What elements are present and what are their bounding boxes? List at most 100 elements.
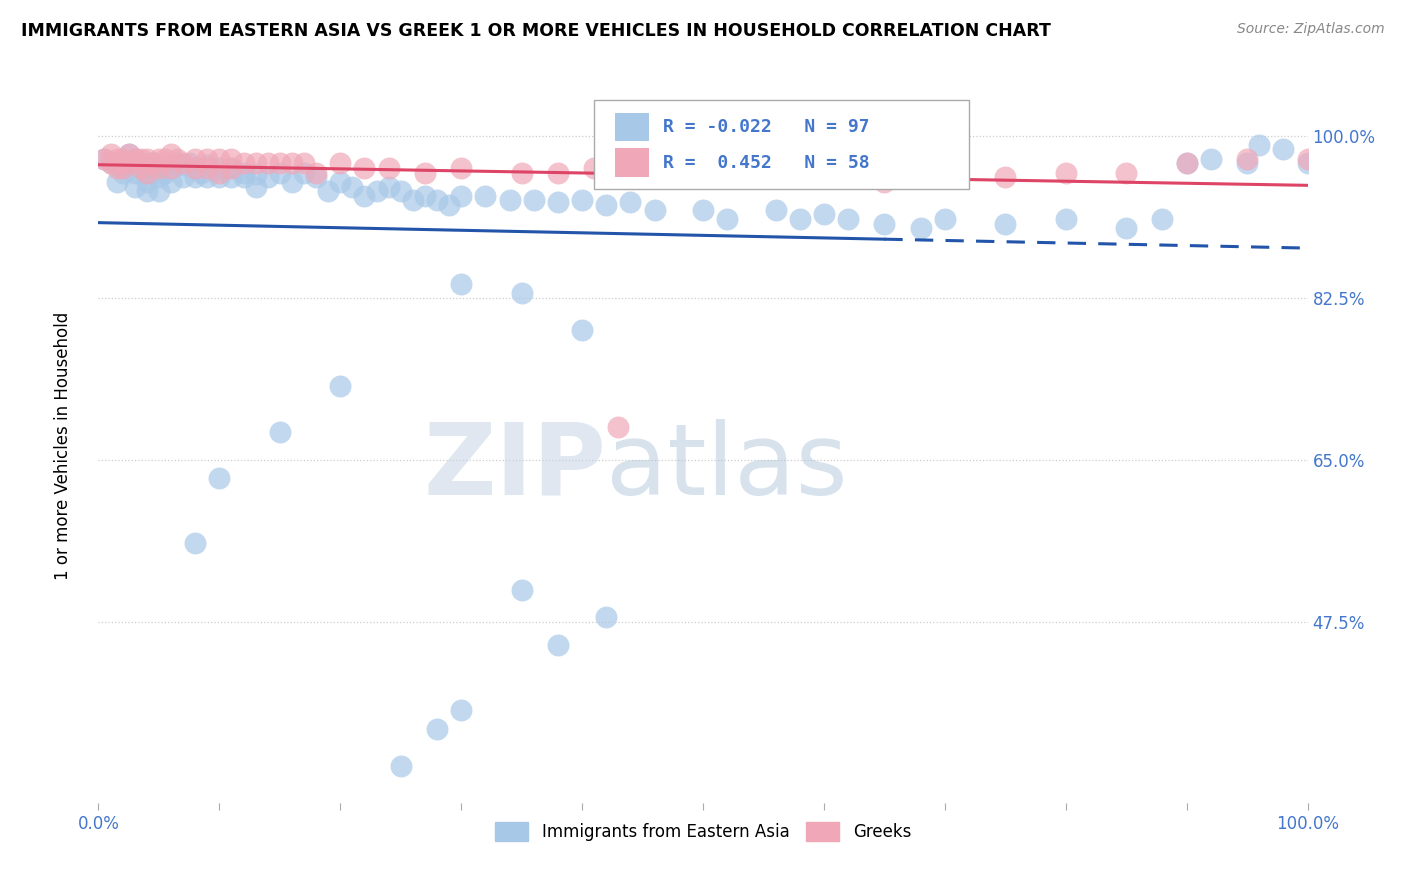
Point: [402, 194, 425, 208]
Point: [1249, 137, 1271, 152]
Point: [1115, 221, 1137, 235]
Point: [195, 170, 218, 185]
Point: [135, 175, 157, 189]
Point: [245, 156, 267, 170]
Point: [813, 207, 835, 221]
Point: [111, 166, 134, 180]
Point: [172, 158, 194, 172]
Point: [510, 286, 533, 301]
Point: [595, 610, 617, 624]
Point: [148, 152, 170, 166]
Point: [752, 166, 775, 180]
Point: [118, 147, 141, 161]
Point: [184, 161, 207, 175]
Point: [153, 166, 176, 180]
Point: [256, 156, 278, 170]
Point: [195, 158, 218, 172]
Point: [934, 211, 956, 226]
Point: [172, 156, 194, 170]
Point: [256, 170, 278, 185]
Point: [1115, 166, 1137, 180]
Text: Source: ZipAtlas.com: Source: ZipAtlas.com: [1237, 22, 1385, 37]
Text: R = -0.022   N = 97: R = -0.022 N = 97: [664, 118, 870, 136]
Point: [142, 156, 165, 170]
Point: [166, 156, 188, 170]
Point: [994, 170, 1017, 185]
Point: [437, 198, 460, 212]
Point: [450, 277, 472, 291]
Text: R =  0.452   N = 58: R = 0.452 N = 58: [664, 153, 870, 171]
Point: [1236, 156, 1258, 170]
Point: [837, 211, 859, 226]
Point: [316, 184, 339, 198]
Point: [184, 536, 207, 550]
Point: [208, 170, 231, 185]
Point: [129, 152, 152, 166]
Point: [118, 156, 141, 170]
Point: [118, 156, 141, 170]
Point: [221, 161, 243, 175]
Point: [510, 166, 533, 180]
Bar: [614, 148, 648, 177]
Point: [184, 152, 207, 166]
Point: [269, 156, 291, 170]
Point: [1272, 143, 1295, 157]
Bar: [614, 112, 648, 141]
Point: [208, 166, 231, 180]
Point: [148, 161, 170, 175]
Point: [148, 184, 170, 198]
Point: [135, 156, 157, 170]
Point: [232, 156, 254, 170]
Point: [934, 166, 956, 180]
Point: [135, 152, 157, 166]
Point: [619, 195, 641, 210]
Point: [179, 156, 201, 170]
Point: [105, 156, 128, 170]
Point: [100, 147, 122, 161]
Point: [111, 152, 134, 166]
Point: [135, 166, 157, 180]
Point: [813, 166, 835, 180]
Point: [124, 166, 146, 180]
Point: [124, 152, 146, 166]
Point: [450, 188, 472, 202]
Point: [129, 161, 152, 175]
Point: [118, 147, 141, 161]
Point: [342, 179, 364, 194]
Point: [105, 152, 128, 166]
Point: [389, 758, 412, 772]
Point: [994, 217, 1017, 231]
Point: [366, 184, 388, 198]
Point: [644, 166, 666, 180]
Point: [1175, 156, 1198, 170]
Point: [1054, 211, 1077, 226]
Point: [160, 161, 183, 175]
FancyBboxPatch shape: [595, 100, 969, 189]
Point: [1236, 152, 1258, 166]
Point: [208, 152, 231, 166]
Point: [105, 161, 128, 175]
Point: [160, 175, 183, 189]
Point: [232, 170, 254, 185]
Text: 1 or more Vehicles in Household: 1 or more Vehicles in Household: [55, 312, 72, 580]
Point: [129, 161, 152, 175]
Point: [221, 161, 243, 175]
Point: [389, 184, 412, 198]
Point: [571, 323, 593, 337]
Point: [221, 152, 243, 166]
Point: [450, 703, 472, 717]
Point: [292, 166, 315, 180]
Point: [413, 166, 436, 180]
Point: [547, 166, 569, 180]
Point: [644, 202, 666, 217]
Point: [269, 425, 291, 439]
Point: [111, 161, 134, 175]
Point: [692, 202, 714, 217]
Point: [184, 161, 207, 175]
Point: [1296, 156, 1319, 170]
Point: [607, 420, 630, 434]
Point: [135, 166, 157, 180]
Point: [281, 175, 304, 189]
Legend: Immigrants from Eastern Asia, Greeks: Immigrants from Eastern Asia, Greeks: [488, 815, 918, 848]
Point: [148, 170, 170, 185]
